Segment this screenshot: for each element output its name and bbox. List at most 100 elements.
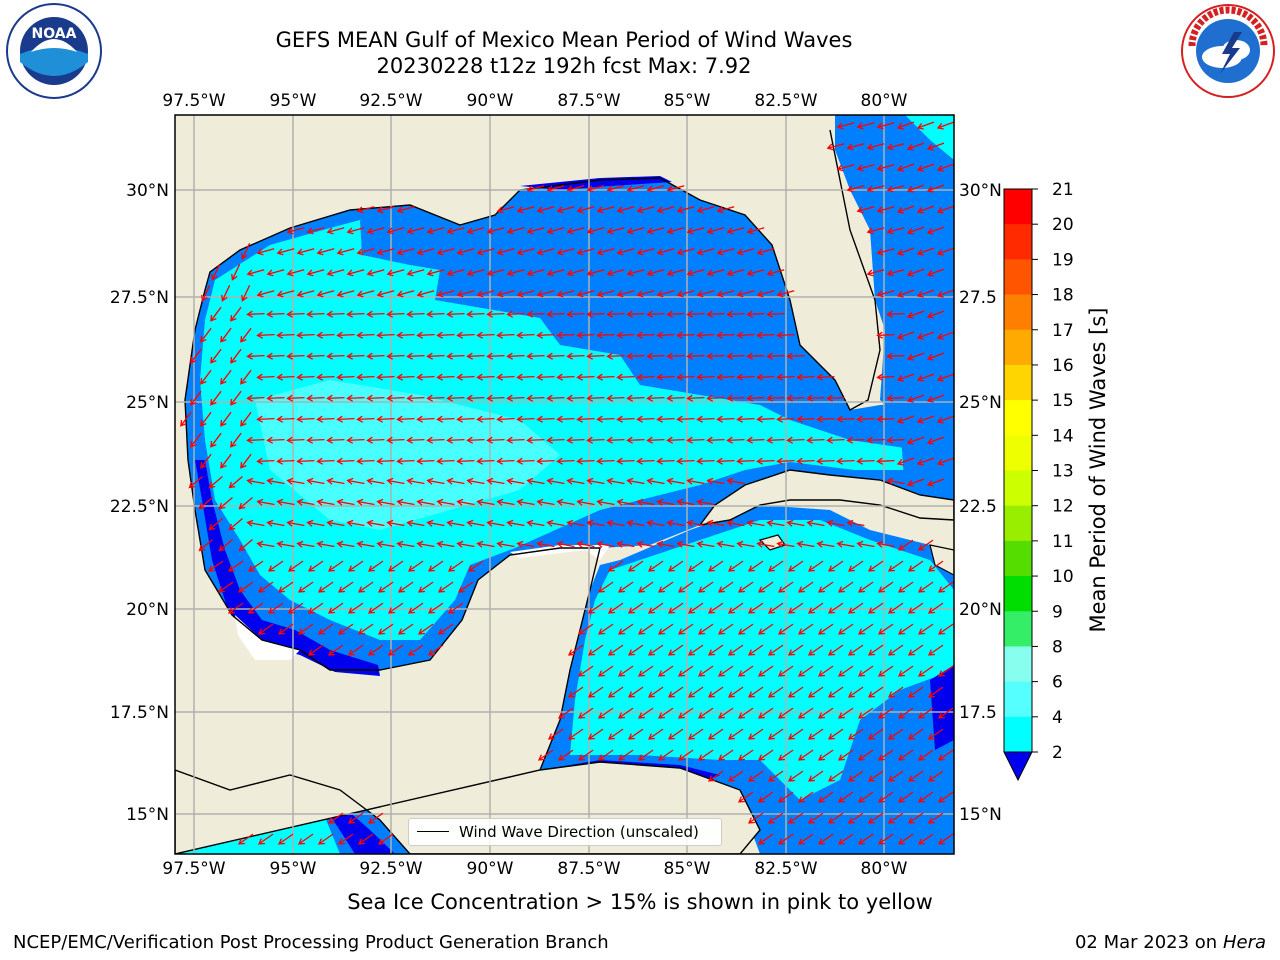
wind-wave-arrow xyxy=(846,185,865,193)
wind-wave-arrow xyxy=(646,352,665,360)
wind-wave-arrow xyxy=(537,749,554,761)
wind-wave-arrow xyxy=(210,306,222,322)
wind-wave-arrow xyxy=(667,602,684,614)
wind-wave-arrow xyxy=(406,352,425,360)
wind-wave-arrow xyxy=(916,457,935,466)
colorbar-tick-label: 8 xyxy=(1052,637,1063,657)
wind-wave-arrow xyxy=(266,310,285,318)
wind-wave-arrow xyxy=(296,248,315,256)
wind-wave-arrow xyxy=(327,602,344,614)
wind-wave-arrow xyxy=(887,686,904,698)
wind-wave-arrow xyxy=(286,436,305,444)
wind-wave-arrow xyxy=(446,310,465,318)
wind-wave-arrow xyxy=(767,602,784,614)
wind-wave-arrow xyxy=(616,540,635,548)
wind-wave-arrow xyxy=(696,457,715,465)
wind-wave-arrow xyxy=(316,373,335,381)
left-latitude-labels: 30°N 27.5°N 25°N 22.5°N 20°N 17.5°N 15°N xyxy=(110,181,169,825)
wind-wave-arrow xyxy=(366,352,385,360)
wind-wave-arrow xyxy=(256,331,275,339)
wind-wave-arrow xyxy=(231,264,241,281)
wind-wave-arrow xyxy=(667,644,684,656)
wind-wave-arrow xyxy=(198,539,213,552)
wind-wave-arrow xyxy=(228,476,243,489)
wind-wave-arrow xyxy=(857,665,874,677)
wind-wave-arrow xyxy=(667,728,684,740)
wind-wave-arrow xyxy=(677,581,694,593)
wind-wave-arrow xyxy=(606,394,625,402)
wind-wave-arrow xyxy=(306,477,325,485)
wind-wave-arrow xyxy=(256,373,275,381)
wind-wave-arrow xyxy=(917,665,934,677)
wind-wave-arrow xyxy=(727,728,744,740)
wind-wave-arrow xyxy=(777,749,794,761)
wind-wave-arrow xyxy=(756,457,775,465)
wind-wave-arrow xyxy=(696,248,715,256)
wind-wave-arrow xyxy=(597,749,614,761)
wind-wave-arrow xyxy=(416,415,435,423)
colorbar-segment xyxy=(1004,189,1032,225)
wind-wave-arrow xyxy=(776,290,795,298)
wind-wave-arrow xyxy=(907,728,924,740)
wind-wave-arrow xyxy=(806,436,825,444)
lon-label-bottom: 82.5°W xyxy=(754,859,817,879)
lat-label-left: 20°N xyxy=(126,600,169,620)
wind-wave-arrow xyxy=(706,227,725,235)
wind-wave-arrow xyxy=(337,581,354,593)
wind-wave-arrow xyxy=(676,206,695,214)
wind-wave-arrow xyxy=(857,833,874,845)
wind-wave-arrow xyxy=(696,373,715,381)
wind-wave-arrow xyxy=(656,415,675,423)
wind-wave-arrow xyxy=(767,560,784,572)
map-frame xyxy=(174,114,955,855)
wind-wave-arrow xyxy=(627,560,644,572)
wind-wave-arrow xyxy=(626,394,645,402)
wind-wave-arrow xyxy=(240,453,252,469)
wind-wave-arrow xyxy=(357,623,374,635)
wind-wave-arrow xyxy=(556,540,575,548)
wind-wave-arrow xyxy=(466,436,485,444)
wind-wave-arrow xyxy=(747,812,764,824)
wind-wave-arrow xyxy=(767,812,784,824)
wind-wave-arrow xyxy=(456,373,475,381)
wind-wave-arrow xyxy=(317,581,334,593)
wind-wave-arrow xyxy=(286,394,305,402)
wind-wave-arrow xyxy=(596,331,615,339)
wind-wave-arrow xyxy=(896,289,915,298)
colorbar-tick-label: 18 xyxy=(1052,286,1074,306)
wind-wave-arrow xyxy=(876,457,895,465)
wind-wave-arrow xyxy=(707,560,724,572)
wind-wave-arrow xyxy=(837,707,854,719)
wind-wave-arrow xyxy=(266,477,285,485)
wind-wave-arrow xyxy=(416,457,435,465)
wind-wave-arrow xyxy=(376,206,395,214)
campeche-white-edge xyxy=(235,615,300,660)
wind-wave-arrow xyxy=(446,269,465,277)
wind-wave-arrow xyxy=(877,833,894,845)
lon-label-bottom: 80°W xyxy=(861,859,908,879)
wind-wave-arrow xyxy=(776,415,795,423)
wind-wave-arrow xyxy=(916,289,935,298)
wind-wave-arrow xyxy=(238,539,253,552)
wind-wave-arrow xyxy=(247,560,264,572)
wind-wave-arrow xyxy=(306,436,325,444)
wind-wave-arrow xyxy=(336,331,355,339)
wind-wave-arrow xyxy=(597,623,614,635)
wind-wave-arrow xyxy=(717,581,734,593)
colorbar-segment xyxy=(1004,329,1032,366)
host-name: Hera xyxy=(1222,932,1266,953)
colorbar-extend-triangle xyxy=(1003,751,1033,782)
wind-wave-arrow xyxy=(746,519,765,527)
wind-wave-arrow xyxy=(516,290,535,298)
wind-wave-arrow xyxy=(926,142,945,151)
wind-wave-arrow xyxy=(476,415,495,423)
wind-wave-arrow xyxy=(240,411,252,427)
wind-wave-arrow xyxy=(336,373,355,381)
wind-wave-arrow xyxy=(657,623,674,635)
wind-wave-arrow xyxy=(896,457,915,466)
wind-wave-arrow xyxy=(926,478,945,487)
lat-label-left: 22.5°N xyxy=(110,497,169,517)
wind-wave-arrow xyxy=(406,394,425,402)
wind-wave-arrow xyxy=(246,310,265,318)
wind-wave-arrow xyxy=(846,519,865,527)
